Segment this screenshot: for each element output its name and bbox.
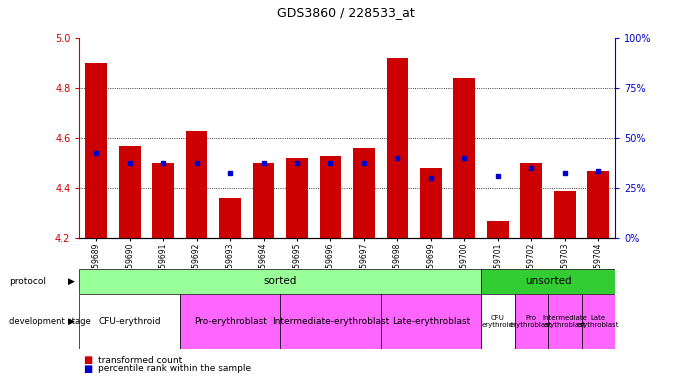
Text: Late
erythroblast: Late erythroblast (577, 315, 620, 328)
Text: Pro
erythroblast: Pro erythroblast (510, 315, 553, 328)
Bar (119, 146, 140, 238)
Bar (481, 269, 615, 294)
Bar (219, 198, 241, 238)
Bar (286, 158, 308, 238)
Bar (587, 171, 609, 238)
Text: Intermediate-erythroblast: Intermediate-erythroblast (272, 317, 389, 326)
Bar (79, 294, 180, 349)
Bar (386, 58, 408, 238)
Bar (481, 294, 515, 349)
Text: protocol: protocol (9, 277, 46, 286)
Text: GDS3860 / 228533_at: GDS3860 / 228533_at (276, 6, 415, 19)
Text: Late-erythroblast: Late-erythroblast (392, 317, 470, 326)
Text: sorted: sorted (263, 276, 297, 286)
Text: unsorted: unsorted (524, 276, 571, 286)
Bar (554, 191, 576, 238)
Text: CFU
erythroid: CFU erythroid (482, 315, 514, 328)
Text: Pro-erythroblast: Pro-erythroblast (193, 317, 267, 326)
Bar (353, 148, 375, 238)
Bar (420, 168, 442, 238)
Text: ■: ■ (83, 364, 92, 374)
Text: percentile rank within the sample: percentile rank within the sample (98, 364, 252, 373)
Bar (253, 163, 274, 238)
Text: ■: ■ (83, 355, 92, 365)
Bar (281, 294, 381, 349)
Text: transformed count: transformed count (98, 356, 182, 365)
Text: development stage: development stage (9, 317, 91, 326)
Bar (520, 163, 542, 238)
Bar (548, 294, 582, 349)
Bar (186, 131, 207, 238)
Bar (515, 294, 548, 349)
Bar (152, 163, 174, 238)
Bar (320, 156, 341, 238)
Bar (487, 221, 509, 238)
Text: ▶: ▶ (68, 317, 75, 326)
Bar (180, 294, 281, 349)
Bar (381, 294, 481, 349)
Bar (453, 78, 475, 238)
Bar (79, 269, 481, 294)
Text: Intermediate
erythroblast: Intermediate erythroblast (542, 315, 587, 328)
Bar (85, 63, 107, 238)
Text: CFU-erythroid: CFU-erythroid (98, 317, 161, 326)
Text: ▶: ▶ (68, 277, 75, 286)
Bar (582, 294, 615, 349)
